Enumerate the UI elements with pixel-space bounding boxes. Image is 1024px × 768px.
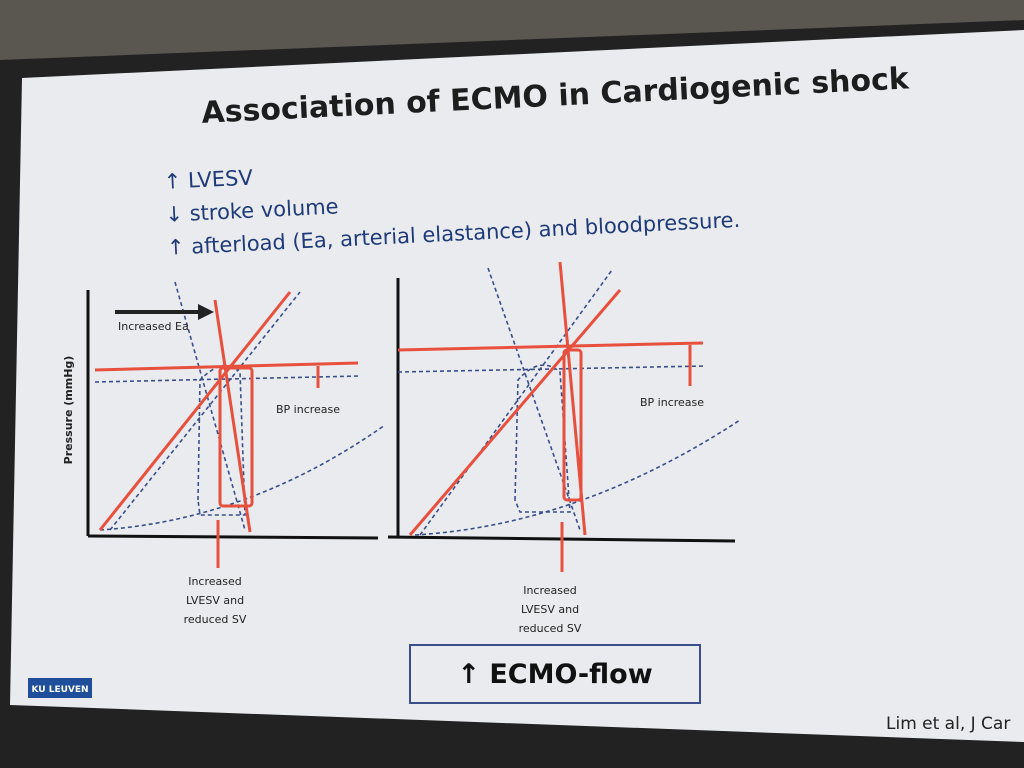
loop [218, 366, 254, 508]
left-diagram: Pressure (mmHg) Increased Ea BP increase… [62, 281, 386, 626]
curve [414, 419, 741, 536]
loop [562, 348, 583, 502]
ecmo-label: ↑ ECMO-flow [457, 659, 652, 690]
label: Increased Ea [118, 320, 189, 333]
label: BP increase [640, 396, 704, 409]
label: LVESV and [521, 603, 579, 616]
label: reduced SV [184, 613, 247, 626]
label: reduced SV [519, 622, 582, 635]
line [213, 299, 252, 533]
label: LVESV and [186, 594, 244, 607]
line [397, 341, 704, 352]
loop [197, 364, 246, 516]
curve [94, 375, 361, 383]
curve [174, 281, 246, 531]
curve [397, 365, 706, 373]
label: BP increase [276, 403, 340, 416]
right-diagram: BP increase Increased LVESV and reduced … [387, 261, 741, 635]
ceiling [0, 0, 1024, 60]
y-axis-label: Pressure (mmHg) [62, 356, 75, 465]
curve [109, 291, 301, 531]
slide [10, 30, 1024, 742]
logo [28, 678, 92, 698]
label: Increased [188, 575, 242, 588]
loop [514, 364, 571, 513]
arrow-head [198, 304, 214, 320]
citation: Lim et al, J Car [886, 714, 1010, 734]
line [408, 289, 622, 536]
line [98, 291, 292, 531]
curve [419, 269, 613, 536]
x-axis [87, 534, 379, 540]
ecmo-box [409, 644, 701, 704]
label: Increased [523, 584, 577, 597]
logo-text: KU LEUVEN [31, 685, 88, 695]
bullet: ↑ LVESV [163, 166, 254, 194]
